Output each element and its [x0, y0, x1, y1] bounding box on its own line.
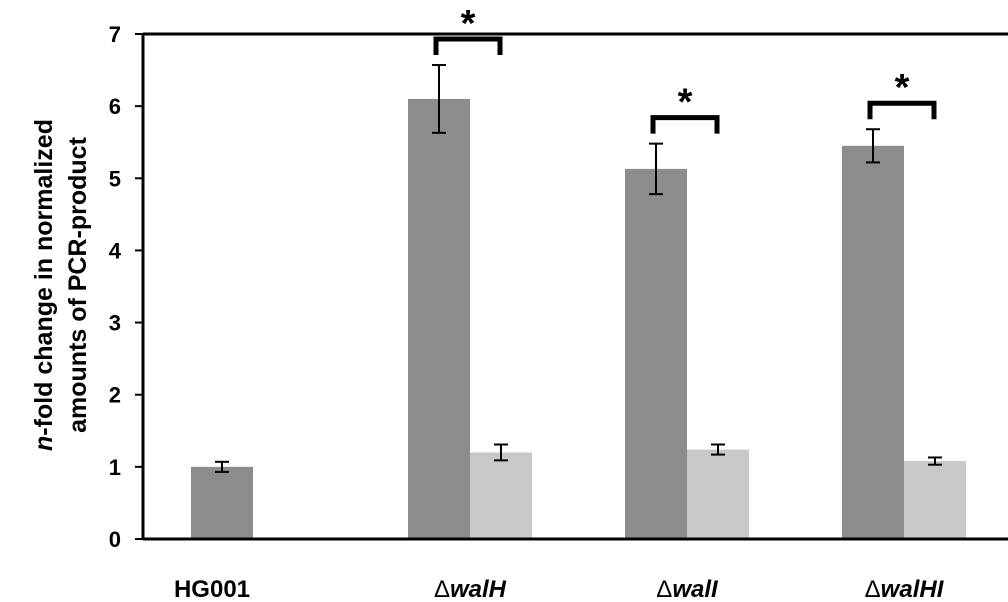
- bar-s1-c1: [191, 466, 253, 539]
- bar-s2-c4: [904, 461, 966, 539]
- significance-bracket-c2: [433, 36, 503, 56]
- y-axis-title-line1: -fold change in normalized: [30, 119, 58, 436]
- significance-star-c3: *: [678, 82, 693, 124]
- category-label-3: ΔwalI: [656, 576, 719, 602]
- bar-s1-c3: [625, 168, 687, 539]
- y-axis-title-line2: amounts of PCR-product: [64, 136, 92, 432]
- y-tick-label-3: 3: [109, 311, 121, 336]
- bar-s1-c4: [842, 145, 904, 540]
- y-axis-title-italic-n: n: [30, 436, 58, 451]
- category-label-1: HG001: [174, 576, 250, 602]
- y-tick-label-7: 7: [109, 22, 121, 47]
- category-label-2: ΔwalH: [434, 576, 507, 602]
- significance-bracket-c3: [650, 115, 720, 134]
- y-tick-label-2: 2: [109, 383, 121, 408]
- category-label-4: ΔwalHI: [865, 576, 945, 602]
- bar-s2-c3: [687, 449, 749, 539]
- significance-bracket-c4: [867, 100, 937, 120]
- significance-star-c2: *: [461, 3, 476, 45]
- bar-s1-c2: [408, 98, 470, 539]
- y-axis-title: n-fold change in normalized amounts of P…: [30, 119, 92, 451]
- bar-s2-c2: [470, 452, 532, 539]
- svg-text:n-fold change in normalized: n-fold change in normalized: [30, 119, 58, 451]
- y-tick-label-6: 6: [109, 94, 121, 119]
- y-tick-label-1: 1: [109, 455, 121, 480]
- y-tick-label-5: 5: [109, 166, 121, 191]
- significance-star-c4: *: [895, 67, 910, 109]
- y-tick-label-0: 0: [109, 527, 121, 552]
- y-tick-label-4: 4: [109, 238, 122, 263]
- plot-area: 0 1 2 3 4 5 6 7 HG001 ΔwalH ΔwalI ΔwalHI * * *: [109, 3, 1008, 602]
